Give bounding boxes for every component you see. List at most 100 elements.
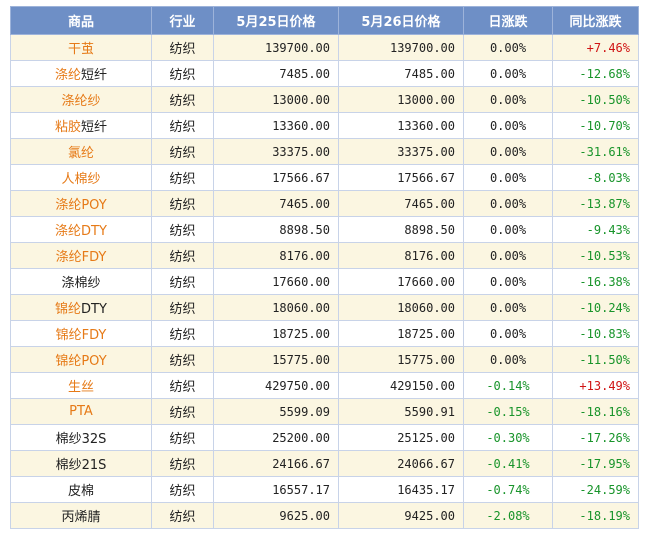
commodity-link[interactable]: 粘胶 bbox=[54, 120, 81, 135]
commodity-name-text: 棉纱32S bbox=[55, 432, 107, 447]
price-may25-cell: 13000.00 bbox=[213, 86, 339, 113]
daily-change-cell: -0.14% bbox=[463, 372, 553, 399]
header-daily-change[interactable]: 日涨跌 bbox=[463, 6, 553, 35]
daily-change-cell: 0.00% bbox=[463, 294, 553, 321]
price-may25-cell: 8176.00 bbox=[213, 242, 339, 269]
commodity-name-text: 涤棉纱 bbox=[61, 276, 101, 291]
table-row: 生丝 纺织 429750.00 429150.00 -0.14% +13.49% bbox=[10, 372, 639, 399]
commodity-cell: 涤纶DTY bbox=[10, 216, 152, 243]
yoy-change-cell: -8.03% bbox=[552, 164, 639, 191]
commodity-link[interactable]: 氯纶 bbox=[67, 146, 94, 161]
price-may25-cell: 15775.00 bbox=[213, 346, 339, 373]
daily-change-cell: 0.00% bbox=[463, 320, 553, 347]
commodity-link[interactable]: 锦纶POY bbox=[55, 354, 107, 369]
commodity-cell: 生丝 bbox=[10, 372, 152, 399]
commodity-link[interactable]: 涤纶 bbox=[54, 68, 81, 83]
commodity-cell: 氯纶 bbox=[10, 138, 152, 165]
header-industry[interactable]: 行业 bbox=[151, 6, 214, 35]
commodity-cell: 涤纶POY bbox=[10, 190, 152, 217]
industry-cell: 纺织 bbox=[151, 372, 214, 399]
commodity-link[interactable]: 涤纶POY bbox=[55, 198, 107, 213]
commodity-name-text: 短纤 bbox=[81, 120, 108, 135]
industry-cell: 纺织 bbox=[151, 86, 214, 113]
table-row: 人棉纱 纺织 17566.67 17566.67 0.00% -8.03% bbox=[10, 164, 639, 191]
daily-change-cell: 0.00% bbox=[463, 216, 553, 243]
commodity-link[interactable]: 干茧 bbox=[67, 42, 94, 57]
yoy-change-cell: -10.50% bbox=[552, 86, 639, 113]
price-may25-cell: 24166.67 bbox=[213, 450, 339, 477]
industry-cell: 纺织 bbox=[151, 138, 214, 165]
industry-cell: 纺织 bbox=[151, 34, 214, 61]
commodity-cell: 棉纱32S bbox=[10, 424, 152, 451]
table-body: 干茧 纺织 139700.00 139700.00 0.00% +7.46% 涤纶短纤 纺织 7… bbox=[10, 34, 639, 529]
industry-cell: 纺织 bbox=[151, 216, 214, 243]
daily-change-cell: -0.15% bbox=[463, 398, 553, 425]
daily-change-cell: -2.08% bbox=[463, 502, 553, 529]
daily-change-cell: 0.00% bbox=[463, 34, 553, 61]
commodity-link[interactable]: 锦纶FDY bbox=[55, 328, 107, 343]
industry-cell: 纺织 bbox=[151, 424, 214, 451]
commodity-cell: 涤纶FDY bbox=[10, 242, 152, 269]
price-may26-cell: 17660.00 bbox=[338, 268, 464, 295]
price-may26-cell: 9425.00 bbox=[338, 502, 464, 529]
daily-change-cell: 0.00% bbox=[463, 242, 553, 269]
table-row: 干茧 纺织 139700.00 139700.00 0.00% +7.46% bbox=[10, 34, 639, 61]
price-may25-cell: 18060.00 bbox=[213, 294, 339, 321]
table-row: PTA 纺织 5599.09 5590.91 -0.15% -18.16% bbox=[10, 398, 639, 425]
industry-cell: 纺织 bbox=[151, 294, 214, 321]
price-may26-cell: 8176.00 bbox=[338, 242, 464, 269]
commodity-link[interactable]: 涤纶FDY bbox=[55, 250, 107, 265]
daily-change-cell: -0.41% bbox=[463, 450, 553, 477]
commodity-link[interactable]: PTA bbox=[69, 404, 93, 419]
table-row: 丙烯腈 纺织 9625.00 9425.00 -2.08% -18.19% bbox=[10, 502, 639, 529]
commodity-cell: 涤棉纱 bbox=[10, 268, 152, 295]
industry-cell: 纺织 bbox=[151, 450, 214, 477]
commodity-cell: 干茧 bbox=[10, 34, 152, 61]
header-yoy-change[interactable]: 同比涨跌 bbox=[552, 6, 639, 35]
yoy-change-cell: -10.83% bbox=[552, 320, 639, 347]
price-may26-cell: 13000.00 bbox=[338, 86, 464, 113]
industry-cell: 纺织 bbox=[151, 242, 214, 269]
daily-change-cell: 0.00% bbox=[463, 112, 553, 139]
table-row: 涤纶短纤 纺织 7485.00 7485.00 0.00% -12.68% bbox=[10, 60, 639, 87]
yoy-change-cell: -17.95% bbox=[552, 450, 639, 477]
daily-change-cell: 0.00% bbox=[463, 138, 553, 165]
commodity-cell: 棉纱21S bbox=[10, 450, 152, 477]
daily-change-cell: -0.74% bbox=[463, 476, 553, 503]
table-row: 锦纶FDY 纺织 18725.00 18725.00 0.00% -10.83% bbox=[10, 320, 639, 347]
yoy-change-cell: -12.68% bbox=[552, 60, 639, 87]
price-may26-cell: 18060.00 bbox=[338, 294, 464, 321]
commodity-link[interactable]: 生丝 bbox=[67, 380, 94, 395]
yoy-change-cell: -10.70% bbox=[552, 112, 639, 139]
commodity-link[interactable]: 人棉纱 bbox=[61, 172, 101, 187]
commodity-cell: 皮棉 bbox=[10, 476, 152, 503]
commodity-name-text: 短纤 bbox=[81, 68, 108, 83]
industry-cell: 纺织 bbox=[151, 502, 214, 529]
yoy-change-cell: -11.50% bbox=[552, 346, 639, 373]
yoy-change-cell: +13.49% bbox=[552, 372, 639, 399]
daily-change-cell: -0.30% bbox=[463, 424, 553, 451]
daily-change-cell: 0.00% bbox=[463, 86, 553, 113]
yoy-change-cell: -13.87% bbox=[552, 190, 639, 217]
daily-change-cell: 0.00% bbox=[463, 190, 553, 217]
price-may26-cell: 18725.00 bbox=[338, 320, 464, 347]
price-may26-cell: 429150.00 bbox=[338, 372, 464, 399]
commodity-link[interactable]: 涤纶DTY bbox=[55, 224, 107, 239]
price-may26-cell: 7465.00 bbox=[338, 190, 464, 217]
commodity-link[interactable]: 涤纶纱 bbox=[61, 94, 101, 109]
commodity-name-text: 棉纱21S bbox=[55, 458, 107, 473]
commodity-cell: 锦纶POY bbox=[10, 346, 152, 373]
table-row: 锦纶DTY 纺织 18060.00 18060.00 0.00% -10.24% bbox=[10, 294, 639, 321]
header-commodity[interactable]: 商品 bbox=[10, 6, 152, 35]
price-may25-cell: 5599.09 bbox=[213, 398, 339, 425]
commodity-link[interactable]: 锦纶 bbox=[55, 302, 82, 317]
commodity-cell: 丙烯腈 bbox=[10, 502, 152, 529]
header-price-may26[interactable]: 5月26日价格 bbox=[338, 6, 464, 35]
header-price-may25[interactable]: 5月25日价格 bbox=[213, 6, 339, 35]
table-row: 锦纶POY 纺织 15775.00 15775.00 0.00% -11.50% bbox=[10, 346, 639, 373]
daily-change-cell: 0.00% bbox=[463, 164, 553, 191]
table-row: 氯纶 纺织 33375.00 33375.00 0.00% -31.61% bbox=[10, 138, 639, 165]
yoy-change-cell: -16.38% bbox=[552, 268, 639, 295]
price-may26-cell: 5590.91 bbox=[338, 398, 464, 425]
price-may25-cell: 18725.00 bbox=[213, 320, 339, 347]
